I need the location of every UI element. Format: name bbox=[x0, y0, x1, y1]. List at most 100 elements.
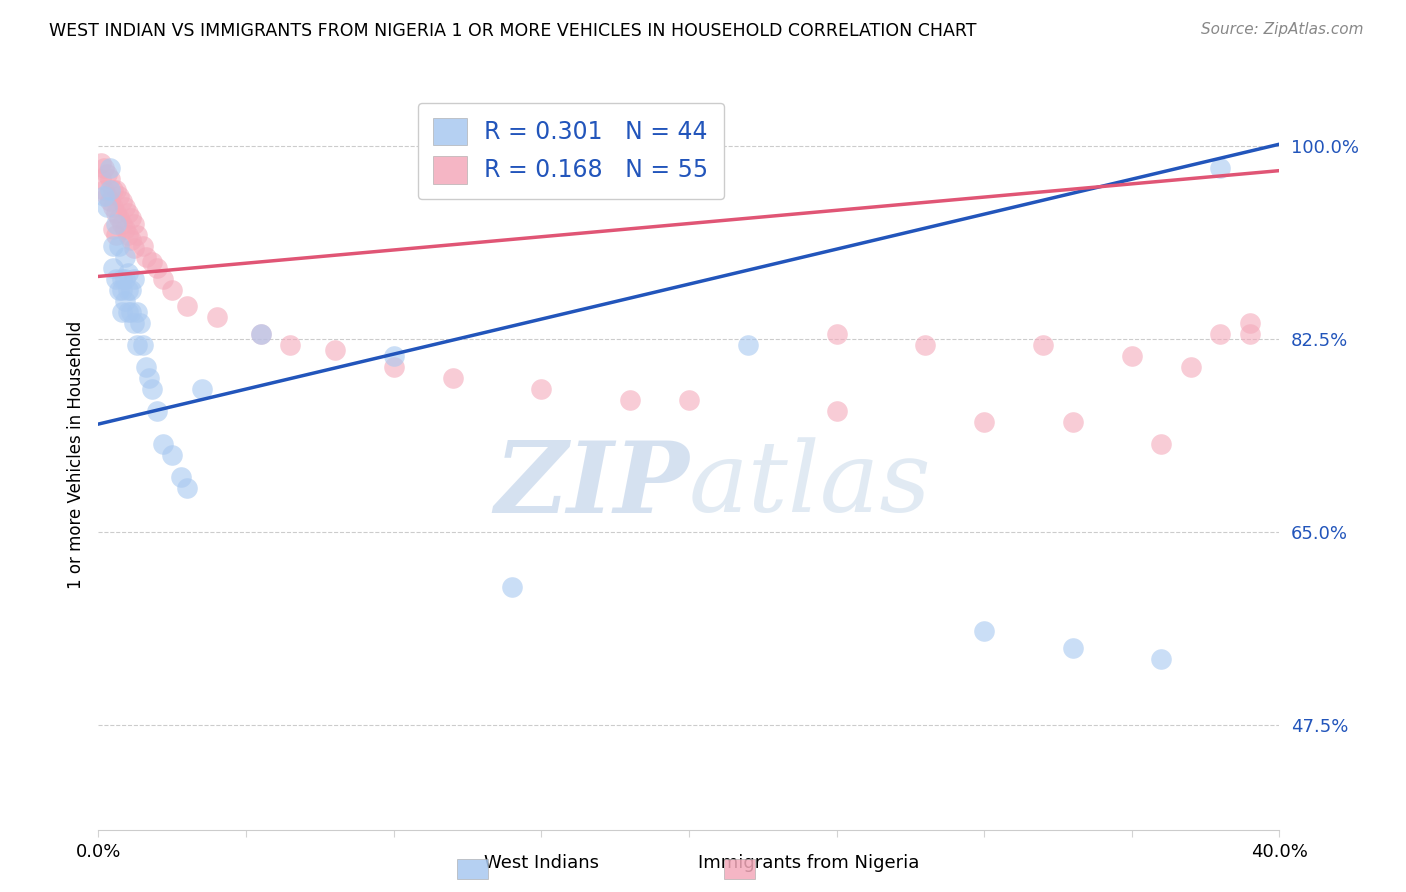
Point bbox=[1239, 316, 1261, 330]
Point bbox=[250, 326, 273, 341]
Point bbox=[98, 184, 121, 198]
Point bbox=[441, 371, 464, 385]
Point bbox=[132, 337, 155, 351]
Point bbox=[1209, 161, 1232, 176]
Point bbox=[98, 172, 121, 186]
Point bbox=[250, 326, 273, 341]
Point bbox=[96, 200, 118, 214]
Point bbox=[103, 238, 125, 252]
Point bbox=[1150, 652, 1173, 666]
Point bbox=[973, 415, 995, 429]
Point bbox=[98, 194, 121, 209]
Point bbox=[114, 200, 136, 214]
Point bbox=[501, 580, 523, 594]
Point bbox=[170, 470, 193, 484]
Text: West Indians: West Indians bbox=[484, 855, 599, 872]
Point bbox=[111, 217, 134, 231]
Point bbox=[90, 156, 112, 170]
Point bbox=[108, 189, 131, 203]
Point bbox=[825, 404, 848, 418]
Point bbox=[162, 448, 183, 462]
Point bbox=[111, 283, 134, 297]
Point bbox=[1209, 326, 1232, 341]
Point bbox=[530, 382, 553, 396]
Point bbox=[141, 382, 163, 396]
Point bbox=[1121, 349, 1143, 363]
Point bbox=[105, 227, 128, 242]
Point bbox=[93, 189, 115, 203]
Point bbox=[280, 337, 302, 351]
Point bbox=[914, 337, 936, 351]
Point bbox=[125, 304, 148, 318]
Point bbox=[117, 304, 139, 318]
Point bbox=[105, 205, 128, 219]
Point bbox=[1239, 326, 1261, 341]
Point bbox=[111, 271, 134, 285]
Point bbox=[96, 167, 118, 181]
Point bbox=[117, 283, 139, 297]
Point bbox=[105, 217, 128, 231]
Point bbox=[141, 255, 163, 269]
Point bbox=[132, 238, 155, 252]
Point bbox=[93, 161, 115, 176]
Point bbox=[125, 337, 148, 351]
Point bbox=[135, 250, 157, 264]
Point bbox=[176, 481, 198, 495]
Point bbox=[162, 283, 183, 297]
Point bbox=[120, 211, 142, 225]
Point bbox=[114, 222, 136, 236]
Point bbox=[973, 624, 995, 639]
Text: atlas: atlas bbox=[689, 437, 932, 533]
Point bbox=[122, 217, 145, 231]
Point bbox=[93, 184, 115, 198]
Point bbox=[108, 211, 131, 225]
Y-axis label: 1 or more Vehicles in Household: 1 or more Vehicles in Household bbox=[66, 321, 84, 589]
Point bbox=[108, 283, 131, 297]
Point bbox=[122, 271, 145, 285]
Point bbox=[176, 299, 198, 313]
Point bbox=[1150, 437, 1173, 451]
Point bbox=[105, 184, 128, 198]
Point bbox=[120, 304, 142, 318]
Point bbox=[103, 260, 125, 275]
Text: WEST INDIAN VS IMMIGRANTS FROM NIGERIA 1 OR MORE VEHICLES IN HOUSEHOLD CORRELATI: WEST INDIAN VS IMMIGRANTS FROM NIGERIA 1… bbox=[49, 22, 977, 40]
Point bbox=[737, 337, 759, 351]
Point bbox=[103, 222, 125, 236]
Text: Immigrants from Nigeria: Immigrants from Nigeria bbox=[697, 855, 920, 872]
Point bbox=[135, 359, 157, 374]
Point bbox=[114, 250, 136, 264]
Point bbox=[125, 227, 148, 242]
Point bbox=[619, 392, 641, 407]
Text: ZIP: ZIP bbox=[494, 437, 689, 533]
Point bbox=[114, 293, 136, 308]
Point bbox=[825, 326, 848, 341]
Point bbox=[117, 266, 139, 280]
Point bbox=[1062, 640, 1084, 655]
Point bbox=[382, 359, 405, 374]
Point bbox=[111, 194, 134, 209]
Point bbox=[117, 205, 139, 219]
Point bbox=[120, 283, 142, 297]
Point bbox=[108, 238, 131, 252]
Point bbox=[152, 271, 174, 285]
Point bbox=[382, 349, 405, 363]
Point bbox=[146, 260, 169, 275]
Point bbox=[128, 316, 150, 330]
Point bbox=[114, 271, 136, 285]
Point bbox=[1062, 415, 1084, 429]
Point bbox=[678, 392, 700, 407]
Text: Source: ZipAtlas.com: Source: ZipAtlas.com bbox=[1201, 22, 1364, 37]
Point bbox=[111, 304, 134, 318]
Point bbox=[117, 227, 139, 242]
Point bbox=[105, 271, 128, 285]
Point bbox=[103, 200, 125, 214]
Point bbox=[1032, 337, 1054, 351]
Point bbox=[191, 382, 214, 396]
Point bbox=[152, 437, 174, 451]
Point bbox=[122, 316, 145, 330]
Point bbox=[205, 310, 228, 325]
Point bbox=[122, 241, 145, 255]
Point bbox=[146, 404, 169, 418]
Point bbox=[103, 184, 125, 198]
Point bbox=[1180, 359, 1202, 374]
